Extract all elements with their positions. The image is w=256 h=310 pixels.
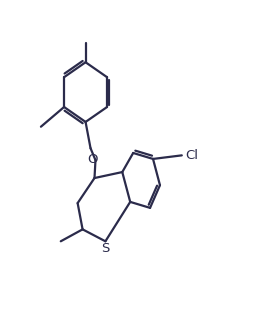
- Text: S: S: [101, 242, 110, 255]
- Text: Cl: Cl: [185, 149, 198, 162]
- Text: O: O: [87, 153, 98, 166]
